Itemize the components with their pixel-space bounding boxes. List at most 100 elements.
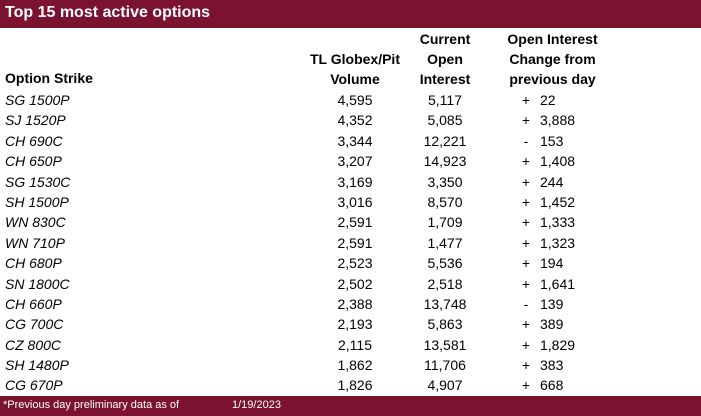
option-strike: CH 690C <box>5 132 63 149</box>
change-sign: + <box>521 234 531 251</box>
open-interest-value: 4,907 <box>427 377 463 394</box>
volume-value: 3,344 <box>337 132 373 149</box>
table-row: WN 830C 2,591 1,709 + 1,333 <box>0 212 701 232</box>
option-strike: WN 830C <box>5 214 66 231</box>
open-interest-value: 14,923 <box>423 153 467 170</box>
change-value: 1,829 <box>540 336 576 353</box>
open-interest-value: 5,117 <box>428 92 462 108</box>
change-sign: + <box>521 377 531 394</box>
change-value: 3,888 <box>540 112 576 129</box>
table-row: SG 1530C 3,169 3,350 + 244 <box>0 172 701 192</box>
table-row: SH 1480P 1,862 11,706 + 383 <box>0 355 701 375</box>
header-oi-line-2: Open <box>427 51 463 67</box>
header-change-line-2: Change from <box>509 51 596 67</box>
option-strike: SG 1530C <box>5 173 71 190</box>
change-value: 139 <box>540 295 564 312</box>
open-interest-value: 1,477 <box>427 234 463 251</box>
volume-value: 4,595 <box>337 92 373 108</box>
table-row: CH 660P 2,388 13,748 - 139 <box>0 294 701 314</box>
open-interest-value: 5,536 <box>427 255 463 272</box>
option-strike: CH 680P <box>5 255 62 272</box>
change-value: 153 <box>540 132 564 149</box>
volume-value: 1,826 <box>337 377 373 394</box>
option-strike: SH 1480P <box>5 357 69 374</box>
footer-date: 1/19/2023 <box>232 399 281 411</box>
header-volume-line-2: Volume <box>330 71 380 87</box>
header-open-interest: Current Open Interest <box>410 29 480 89</box>
table-row: CH 650P 3,207 14,923 + 1,408 <box>0 151 701 171</box>
option-strike: CZ 800C <box>5 336 62 353</box>
table-row: SN 1800C 2,502 2,518 + 1,641 <box>0 274 701 294</box>
option-strike: SH 1500P <box>5 193 69 210</box>
table-row: CG 700C 2,193 5,863 + 389 <box>0 314 701 334</box>
table-row: SG 1500P 4,595 5,117 + 22 <box>0 90 701 110</box>
change-value: 1,641 <box>540 275 576 292</box>
change-value: 383 <box>540 357 564 374</box>
table-row: SH 1500P 3,016 8,570 + 1,452 <box>0 192 701 212</box>
table-row: CG 670P 1,826 4,907 + 668 <box>0 375 701 395</box>
change-sign: + <box>521 275 531 292</box>
title-bar: Top 15 most active options <box>0 0 701 28</box>
table-row: SJ 1520P 4,352 5,085 + 3,888 <box>0 110 701 130</box>
change-sign: + <box>521 336 531 353</box>
footer-note: *Previous day preliminary data as of <box>3 399 180 411</box>
change-sign: + <box>521 316 531 333</box>
change-sign: + <box>521 112 531 129</box>
volume-value: 2,115 <box>338 336 372 353</box>
option-strike: CG 700C <box>5 316 64 333</box>
change-value: 1,323 <box>540 234 576 251</box>
open-interest-value: 11,706 <box>424 357 466 374</box>
header-change-line-1: Open Interest <box>507 31 598 47</box>
options-table: SG 1500P 4,595 5,117 + 22 SJ 1520P 4,352… <box>0 90 701 396</box>
change-value: 389 <box>540 316 564 333</box>
volume-value: 4,352 <box>337 112 373 129</box>
option-strike: SG 1500P <box>5 92 70 108</box>
change-sign: + <box>521 193 531 210</box>
table-row: CZ 800C 2,115 13,581 + 1,829 <box>0 335 701 355</box>
change-sign: - <box>523 295 529 312</box>
table-row: CH 680P 2,523 5,536 + 194 <box>0 253 701 273</box>
option-strike: CG 670P <box>5 377 63 394</box>
change-value: 1,452 <box>540 193 576 210</box>
change-sign: + <box>521 357 531 374</box>
open-interest-value: 13,748 <box>423 295 467 312</box>
header-option-strike: Option Strike <box>5 70 93 86</box>
option-strike: CH 660P <box>5 295 62 312</box>
change-value: 668 <box>540 377 564 394</box>
open-interest-value: 3,350 <box>427 173 463 190</box>
option-strike: CH 650P <box>5 153 62 170</box>
option-strike: WN 710P <box>5 234 65 251</box>
volume-value: 2,591 <box>337 214 373 231</box>
open-interest-value: 2,518 <box>427 275 463 292</box>
option-strike: SJ 1520P <box>5 112 66 129</box>
change-sign: + <box>521 214 531 231</box>
open-interest-value: 12,221 <box>423 132 467 149</box>
table-row: WN 710P 2,591 1,477 + 1,323 <box>0 233 701 253</box>
volume-value: 2,193 <box>337 316 373 333</box>
open-interest-value: 8,570 <box>427 193 463 210</box>
change-value: 244 <box>540 173 564 190</box>
change-sign: + <box>521 255 531 272</box>
change-sign: + <box>521 92 531 108</box>
volume-value: 1,862 <box>337 357 373 374</box>
volume-value: 3,016 <box>337 193 373 210</box>
change-sign: + <box>521 173 531 190</box>
header-oi-line-1: Current <box>419 31 471 47</box>
footer-bar: *Previous day preliminary data as of 1/1… <box>0 396 701 416</box>
change-value: 22 <box>540 92 556 108</box>
volume-value: 3,169 <box>337 173 373 190</box>
change-value: 194 <box>540 255 564 272</box>
volume-value: 3,207 <box>337 153 373 170</box>
header-oi-change: Open Interest Change from previous day <box>490 29 615 89</box>
volume-value: 2,523 <box>337 255 373 272</box>
option-strike: SN 1800C <box>5 275 70 292</box>
change-sign: + <box>521 153 531 170</box>
change-sign: - <box>523 132 529 149</box>
open-interest-value: 13,581 <box>423 336 467 353</box>
change-value: 1,333 <box>540 214 576 231</box>
table-row: CH 690C 3,344 12,221 - 153 <box>0 131 701 151</box>
volume-value: 2,388 <box>337 295 373 312</box>
header-oi-line-3: Interest <box>419 71 471 87</box>
open-interest-value: 5,863 <box>427 316 463 333</box>
volume-value: 2,591 <box>337 234 373 251</box>
